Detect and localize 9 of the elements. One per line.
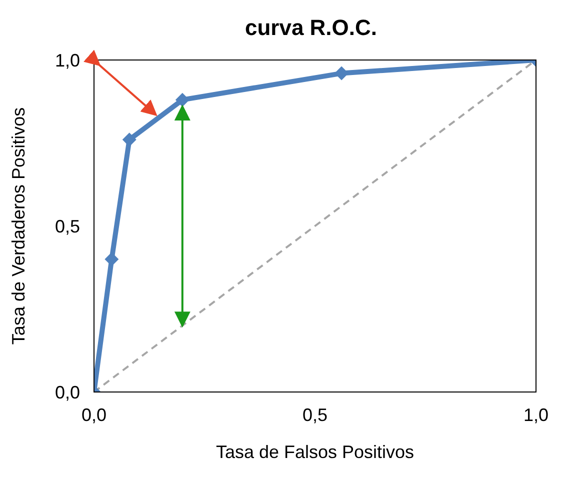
x-tick-label: 0,0 [81, 404, 107, 425]
y-tick-label: 1,0 [54, 50, 80, 70]
y-axis-title: Tasa de Verdaderos Positivos [8, 107, 28, 345]
y-tick-label: 0,0 [54, 382, 80, 402]
y-tick-label: 0,5 [54, 216, 80, 236]
x-tick-label: 1,0 [523, 404, 549, 425]
x-tick-label: 0,5 [302, 404, 328, 425]
x-axis-title: Tasa de Falsos Positivos [216, 442, 414, 462]
chart-title: curva R.O.C. [244, 14, 378, 42]
